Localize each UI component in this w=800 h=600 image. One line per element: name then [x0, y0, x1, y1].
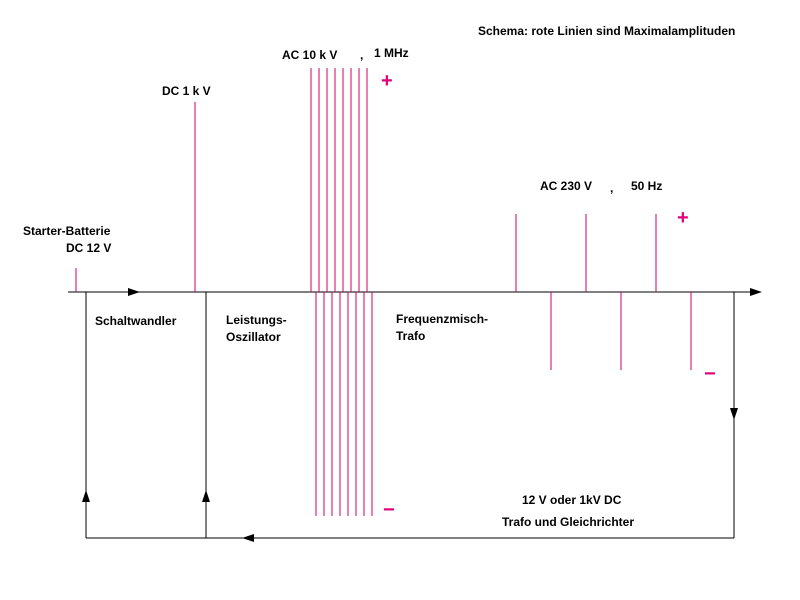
feedback-arrow-up-1 — [82, 490, 90, 502]
amplitude-lines — [75, 68, 692, 516]
mhz-label: 1 MHz — [374, 46, 409, 60]
comma-2-label: , — [610, 181, 613, 195]
plus-sign-ac10kv: + — [381, 70, 393, 92]
minus-sign-ac230v: − — [704, 363, 716, 385]
axis-arrow-end — [750, 288, 762, 296]
feedback-arrow-down — [730, 408, 738, 420]
stage-schaltwandler: Schaltwandler — [95, 314, 177, 328]
feedback-arrow-left — [242, 534, 254, 542]
stage-mixer-line2: Trafo — [396, 329, 425, 343]
dc-1kv-label: DC 1 k V — [162, 84, 211, 98]
battery-label: Starter-Batterie — [23, 224, 111, 238]
ac-10kv-label: AC 10 k V — [282, 48, 337, 62]
hz-label: 50 Hz — [631, 179, 662, 193]
minus-sign-ac10kv: − — [383, 499, 395, 521]
plus-sign-ac230v: + — [677, 207, 689, 229]
comma-1-label: , — [360, 48, 363, 62]
ac-230v-label: AC 230 V — [540, 179, 592, 193]
stage-mixer-line1: Frequenzmisch- — [396, 312, 488, 326]
axis-arrow-mid — [128, 288, 140, 296]
stage-oscillator-line2: Oszillator — [226, 330, 281, 344]
stage-oscillator-line1: Leistungs- — [226, 313, 287, 327]
feedback-label-line1: 12 V oder 1kV DC — [522, 493, 622, 507]
battery-voltage-label: DC 12 V — [66, 241, 111, 255]
feedback-label-line2: Trafo und Gleichrichter — [502, 515, 634, 529]
diagram-title: Schema: rote Linien sind Maximalamplitud… — [478, 24, 735, 38]
feedback-arrow-up-2 — [202, 490, 210, 502]
